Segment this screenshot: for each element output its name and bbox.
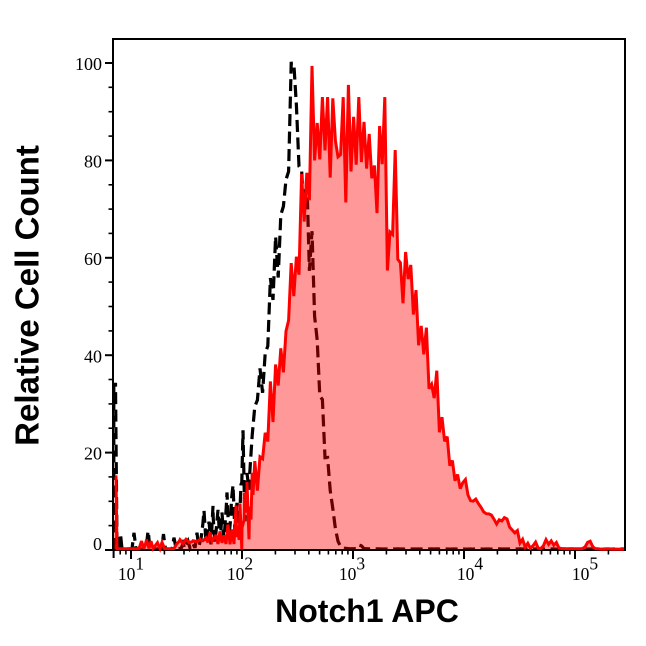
svg-text:Notch1 APC: Notch1 APC	[275, 593, 459, 629]
svg-text:103: 103	[339, 554, 366, 584]
svg-text:Relative Cell Count: Relative Cell Count	[9, 145, 46, 446]
svg-text:102: 102	[227, 554, 253, 584]
svg-text:104: 104	[457, 554, 484, 584]
svg-text:101: 101	[118, 554, 144, 584]
svg-text:20: 20	[84, 444, 102, 464]
svg-text:80: 80	[84, 152, 102, 172]
svg-text:0: 0	[93, 534, 102, 554]
svg-text:105: 105	[572, 554, 599, 584]
svg-text:60: 60	[84, 249, 102, 269]
svg-text:100: 100	[75, 54, 102, 74]
svg-text:40: 40	[84, 346, 102, 366]
